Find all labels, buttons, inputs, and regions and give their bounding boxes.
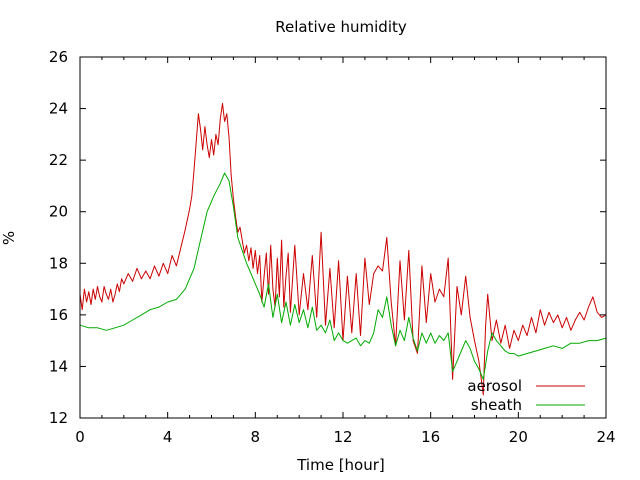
x-tick-label: 8 [251,428,261,446]
axes: 0 4 8 12 16 20 24 12 14 16 18 20 22 24 26 [49,48,616,446]
y-axis-label: % [0,231,18,245]
y-tick-label: 18 [49,254,68,272]
y-tick-label: 24 [49,100,68,118]
y-tick-label: 14 [49,357,68,375]
x-tick-label: 16 [421,428,440,446]
plot-frame [79,56,607,419]
chart-title: Relative humidity [275,18,407,36]
legend-label-sheath: sheath [471,396,522,414]
x-axis-label: Time [hour] [296,456,385,474]
x-tick-label: 20 [509,428,528,446]
y-tick-label: 22 [49,151,68,169]
x-tick-label: 4 [163,428,173,446]
x-tick-label: 0 [75,428,85,446]
y-tick-label: 20 [49,203,68,221]
x-tick-label: 24 [596,428,615,446]
y-tick-label: 26 [49,48,68,66]
legend-label-aerosol: aerosol [467,377,522,395]
series-layer [79,102,607,396]
y-tick-label: 16 [49,306,68,324]
y-tick-label: 12 [49,409,68,427]
x-tick-label: 12 [333,428,352,446]
series-line-aerosol [79,102,607,396]
series-line-sheath [79,172,607,380]
